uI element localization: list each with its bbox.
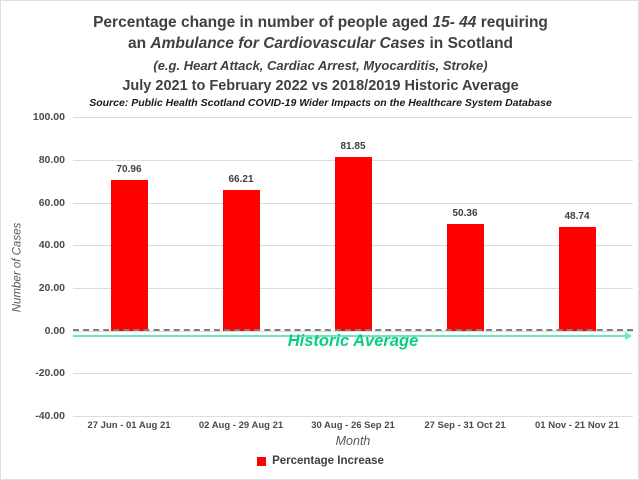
- bar: [558, 227, 596, 331]
- chart-subtitle: (e.g. Heart Attack, Cardiac Arrest, Myoc…: [153, 58, 488, 73]
- legend-swatch-icon: [257, 456, 267, 466]
- historic-average-arrowhead-icon: [625, 332, 632, 340]
- title-segment: in Scotland: [425, 35, 514, 52]
- gridline: [73, 373, 633, 375]
- bar: [446, 223, 484, 331]
- legend-label: Percentage Increase: [272, 455, 384, 467]
- x-tick-label: 01 Nov - 21 Nov 21: [535, 420, 619, 431]
- historic-average-label: Historic Average: [287, 332, 419, 350]
- chart-source-note: Source: Public Health Scotland COVID-19 …: [89, 97, 552, 109]
- y-tick-label: -20.00: [35, 367, 65, 380]
- bar-value-label: 48.74: [564, 211, 590, 223]
- x-tick-label: 27 Sep - 31 Oct 21: [424, 420, 506, 431]
- title-segment: requiring: [476, 14, 548, 31]
- historic-average-line: [73, 335, 626, 337]
- title-segment-italic: Ambulance for Cardiovascular Cases: [150, 35, 426, 52]
- y-tick-label: 80.00: [38, 154, 65, 167]
- gridline: [73, 415, 633, 417]
- chart-title-block: Percentage change in number of people ag…: [1, 12, 638, 110]
- gridline: [73, 330, 633, 332]
- zero-baseline-dashed-line: [73, 329, 633, 331]
- y-tick-label: 0.00: [44, 324, 65, 337]
- x-tick-label: 27 Jun - 01 Aug 21: [87, 420, 171, 431]
- bar-value-label: 81.85: [340, 140, 366, 152]
- x-axis-title: Month: [335, 434, 371, 448]
- x-tick-label: 30 Aug - 26 Sep 21: [311, 420, 395, 431]
- y-tick-label: 20.00: [38, 281, 65, 294]
- bar: [334, 156, 372, 331]
- bar-value-label: 50.36: [452, 207, 478, 219]
- bar: [222, 189, 260, 331]
- title-segment-italic: 15- 44: [432, 14, 477, 31]
- x-tick-label: 02 Aug - 29 Aug 21: [198, 420, 284, 431]
- y-tick-label: 100.00: [32, 111, 65, 124]
- y-tick-label: -40.00: [35, 409, 65, 422]
- chart-title-line2: an Ambulance for Cardiovascular Cases in…: [1, 33, 638, 54]
- y-axis-title: Number of Cases: [11, 222, 24, 313]
- chart-title-line1: Percentage change in number of people ag…: [1, 12, 638, 33]
- chart-date-range: July 2021 to February 2022 vs 2018/2019 …: [122, 78, 519, 94]
- title-segment: an: [127, 35, 151, 52]
- y-tick-label: 60.00: [38, 196, 65, 209]
- bar-value-label: 70.96: [116, 163, 142, 175]
- y-tick-label: 40.00: [38, 239, 65, 252]
- bar-value-label: 66.21: [228, 173, 254, 185]
- gridline: [73, 117, 633, 119]
- legend: Percentage Increase: [1, 455, 638, 467]
- title-segment: Percentage change in number of people ag…: [93, 14, 433, 31]
- bar: [110, 179, 148, 331]
